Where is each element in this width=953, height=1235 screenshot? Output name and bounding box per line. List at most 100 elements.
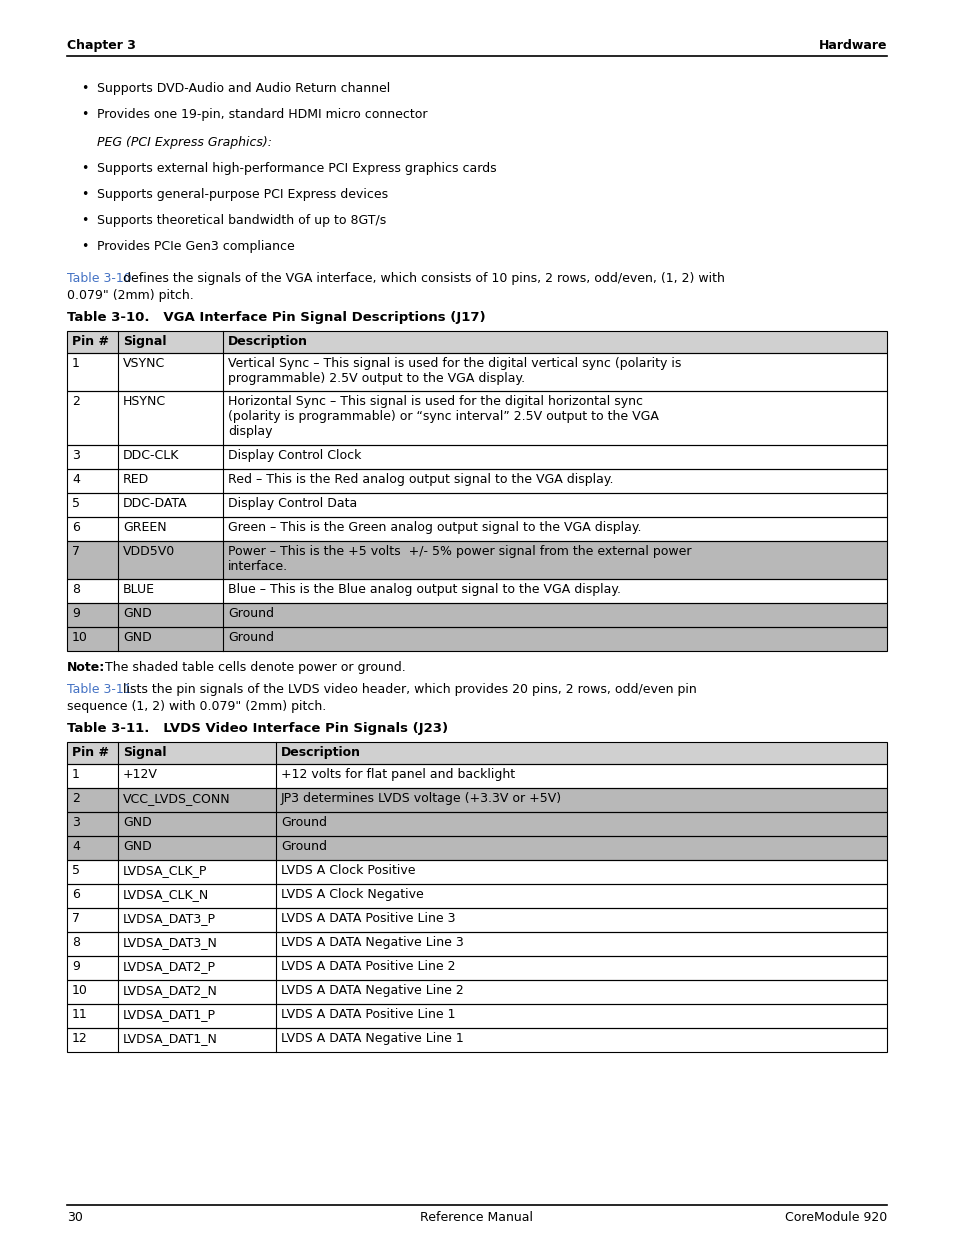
Text: 7: 7	[71, 545, 80, 558]
Text: Table 3-11.   LVDS Video Interface Pin Signals (J23): Table 3-11. LVDS Video Interface Pin Sig…	[67, 722, 448, 735]
Text: LVDSA_DAT3_P: LVDSA_DAT3_P	[123, 911, 215, 925]
Bar	[67, 541, 886, 579]
Text: Ground: Ground	[228, 606, 274, 620]
Text: GND: GND	[123, 631, 152, 643]
Bar	[67, 353, 886, 391]
Bar	[67, 331, 886, 353]
Text: 4: 4	[71, 473, 80, 487]
Text: DDC-CLK: DDC-CLK	[123, 450, 179, 462]
Text: LVDSA_CLK_N: LVDSA_CLK_N	[123, 888, 209, 902]
Text: Blue – This is the Blue analog output signal to the VGA display.: Blue – This is the Blue analog output si…	[228, 583, 620, 597]
Text: 10: 10	[71, 631, 88, 643]
Text: 0.079" (2mm) pitch.: 0.079" (2mm) pitch.	[67, 289, 193, 303]
Text: 5: 5	[71, 496, 80, 510]
Text: 5: 5	[71, 864, 80, 877]
Bar	[67, 627, 886, 651]
Text: VCC_LVDS_CONN: VCC_LVDS_CONN	[123, 792, 231, 805]
Text: 8: 8	[71, 936, 80, 948]
Text: 2: 2	[71, 792, 80, 805]
Text: Signal: Signal	[123, 335, 166, 348]
Text: GND: GND	[123, 606, 152, 620]
Bar	[67, 788, 886, 811]
Text: •: •	[81, 240, 89, 253]
Bar	[67, 331, 886, 353]
Text: 12: 12	[71, 1032, 88, 1045]
Bar	[67, 1004, 886, 1028]
Bar	[67, 517, 886, 541]
Bar	[67, 932, 886, 956]
Bar	[67, 1028, 886, 1052]
Text: GND: GND	[123, 816, 152, 829]
Text: 30: 30	[67, 1212, 83, 1224]
Bar	[67, 742, 886, 764]
Text: PEG (PCI Express Graphics):: PEG (PCI Express Graphics):	[97, 136, 272, 149]
Bar	[67, 469, 886, 493]
Bar	[67, 391, 886, 445]
Bar	[67, 860, 886, 884]
Text: •: •	[81, 214, 89, 227]
Text: The shaded table cells denote power or ground.: The shaded table cells denote power or g…	[97, 661, 405, 674]
Text: Power – This is the +5 volts  +/- 5% power signal from the external power
interf: Power – This is the +5 volts +/- 5% powe…	[228, 545, 691, 573]
Text: LVDS A DATA Negative Line 1: LVDS A DATA Negative Line 1	[281, 1032, 463, 1045]
Text: Vertical Sync – This signal is used for the digital vertical sync (polarity is
p: Vertical Sync – This signal is used for …	[228, 357, 680, 385]
Bar	[67, 932, 886, 956]
Bar	[67, 1004, 886, 1028]
Text: •: •	[81, 107, 89, 121]
Text: Pin #: Pin #	[71, 335, 109, 348]
Text: VDD5V0: VDD5V0	[123, 545, 175, 558]
Text: Table 3-10: Table 3-10	[67, 272, 132, 285]
Bar	[67, 603, 886, 627]
Text: LVDS A Clock Negative: LVDS A Clock Negative	[281, 888, 423, 902]
Bar	[67, 860, 886, 884]
Bar	[67, 908, 886, 932]
Text: LVDSA_DAT2_P: LVDSA_DAT2_P	[123, 960, 215, 973]
Text: Chapter 3: Chapter 3	[67, 40, 135, 52]
Text: LVDSA_DAT3_N: LVDSA_DAT3_N	[123, 936, 217, 948]
Text: HSYNC: HSYNC	[123, 395, 166, 408]
Bar	[67, 391, 886, 445]
Text: Provides PCIe Gen3 compliance: Provides PCIe Gen3 compliance	[97, 240, 294, 253]
Text: •: •	[81, 82, 89, 95]
Text: 9: 9	[71, 606, 80, 620]
Bar	[67, 981, 886, 1004]
Text: Ground: Ground	[228, 631, 274, 643]
Bar	[67, 811, 886, 836]
Text: GND: GND	[123, 840, 152, 853]
Text: Signal: Signal	[123, 746, 166, 760]
Text: •: •	[81, 188, 89, 201]
Text: CoreModule 920: CoreModule 920	[784, 1212, 886, 1224]
Bar	[67, 579, 886, 603]
Bar	[67, 627, 886, 651]
Text: Red – This is the Red analog output signal to the VGA display.: Red – This is the Red analog output sign…	[228, 473, 613, 487]
Text: BLUE: BLUE	[123, 583, 154, 597]
Text: 6: 6	[71, 521, 80, 534]
Text: LVDSA_DAT2_N: LVDSA_DAT2_N	[123, 984, 217, 997]
Text: Supports general-purpose PCI Express devices: Supports general-purpose PCI Express dev…	[97, 188, 388, 201]
Text: LVDS A DATA Positive Line 2: LVDS A DATA Positive Line 2	[281, 960, 456, 973]
Text: Description: Description	[228, 335, 308, 348]
Text: RED: RED	[123, 473, 149, 487]
Text: Description: Description	[281, 746, 361, 760]
Bar	[67, 603, 886, 627]
Text: LVDS A DATA Positive Line 3: LVDS A DATA Positive Line 3	[281, 911, 456, 925]
Bar	[67, 579, 886, 603]
Bar	[67, 884, 886, 908]
Text: LVDSA_DAT1_P: LVDSA_DAT1_P	[123, 1008, 215, 1021]
Text: JP3 determines LVDS voltage (+3.3V or +5V): JP3 determines LVDS voltage (+3.3V or +5…	[281, 792, 561, 805]
Bar	[67, 493, 886, 517]
Bar	[67, 884, 886, 908]
Bar	[67, 956, 886, 981]
Bar	[67, 1028, 886, 1052]
Bar	[67, 742, 886, 764]
Bar	[67, 788, 886, 811]
Bar	[67, 445, 886, 469]
Text: Ground: Ground	[281, 816, 327, 829]
Text: sequence (1, 2) with 0.079" (2mm) pitch.: sequence (1, 2) with 0.079" (2mm) pitch.	[67, 700, 326, 713]
Text: Table 3-11: Table 3-11	[67, 683, 132, 697]
Text: LVDS A DATA Positive Line 1: LVDS A DATA Positive Line 1	[281, 1008, 456, 1021]
Text: LVDS A Clock Positive: LVDS A Clock Positive	[281, 864, 416, 877]
Bar	[67, 541, 886, 579]
Text: +12V: +12V	[123, 768, 157, 781]
Text: Supports theoretical bandwidth of up to 8GT/s: Supports theoretical bandwidth of up to …	[97, 214, 386, 227]
Text: 1: 1	[71, 768, 80, 781]
